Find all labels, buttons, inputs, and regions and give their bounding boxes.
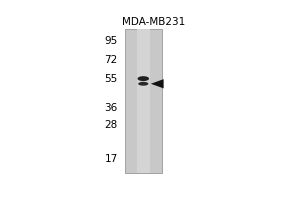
Text: 28: 28 [104,120,118,130]
Text: 72: 72 [104,55,118,65]
Text: 95: 95 [104,36,118,46]
Text: 17: 17 [104,154,118,164]
Bar [125,29,162,173]
Bar [137,29,150,173]
Ellipse shape [137,76,149,81]
Text: MDA-MB231: MDA-MB231 [122,17,186,27]
Polygon shape [151,79,164,88]
Ellipse shape [138,82,148,86]
Text: 55: 55 [104,74,118,84]
Text: 36: 36 [104,103,118,113]
